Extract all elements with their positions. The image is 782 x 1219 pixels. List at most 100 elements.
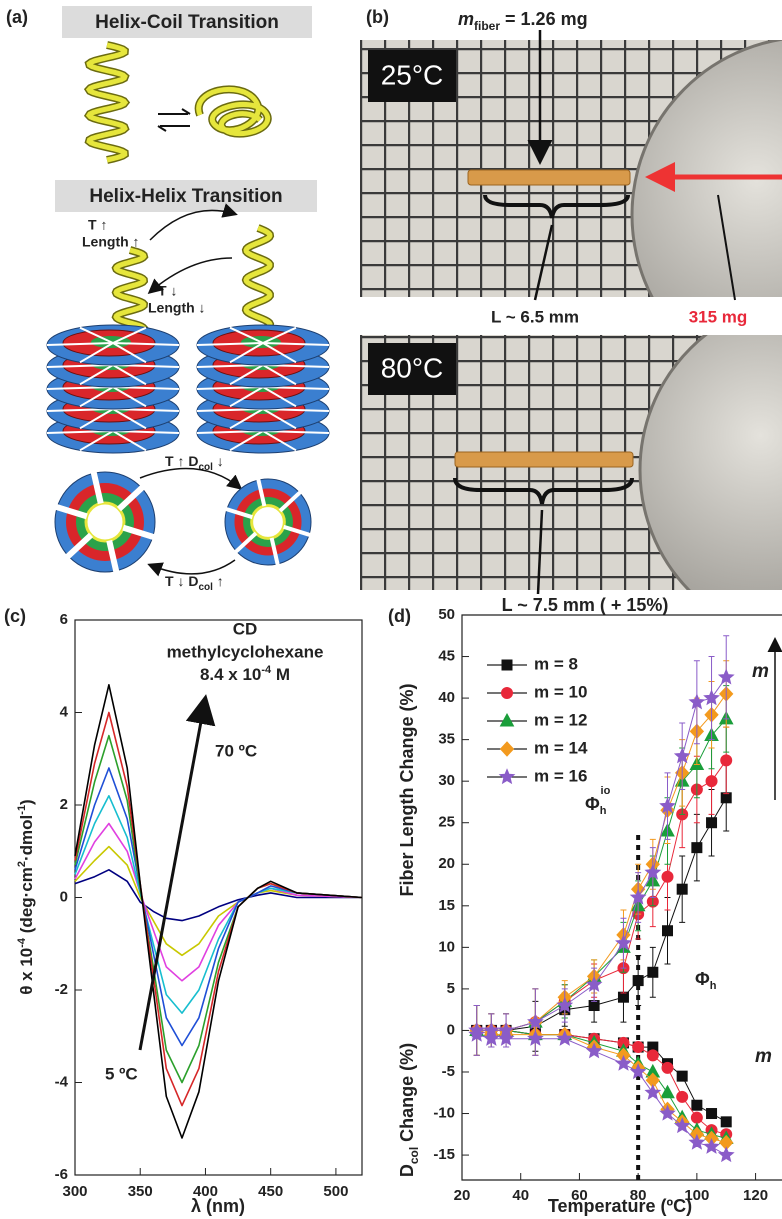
text-part: T ↑ D	[165, 453, 198, 469]
disc-gap	[46, 430, 114, 434]
coin-mass: 315 mg	[689, 307, 748, 326]
marker	[501, 687, 513, 699]
disc-gap	[46, 364, 114, 368]
cd-curve	[74, 795, 363, 1014]
text-part: = 1.26 mg	[500, 9, 588, 29]
disc-gap	[112, 364, 180, 368]
marker	[660, 1084, 675, 1099]
title: Helix-Helix Transition	[89, 186, 282, 207]
x-tick-label: 300	[62, 1183, 87, 1200]
x-tick-label: 40	[512, 1187, 529, 1204]
photo	[360, 335, 782, 590]
x-tick-label: 120	[743, 1187, 768, 1204]
y-tick-label: 30	[438, 772, 455, 789]
condition: T ↑	[88, 217, 107, 233]
disc-gap	[196, 430, 264, 434]
marker	[501, 659, 513, 671]
marker	[498, 768, 516, 785]
y-tick-label: 5	[447, 980, 455, 997]
text-part: io	[601, 785, 611, 797]
marker	[717, 668, 735, 685]
disc-gap	[196, 386, 264, 390]
marker	[588, 1000, 600, 1012]
condition: Length ↓	[148, 300, 206, 316]
temperature-arrow	[138, 694, 216, 1051]
y-tick-label: 6	[60, 611, 68, 628]
column-gap	[233, 531, 258, 555]
panel-label: (a)	[6, 7, 28, 27]
series-line	[476, 1029, 727, 1123]
equilibrium-arrow	[158, 108, 191, 115]
annotation: methylcyclohexane	[167, 642, 324, 661]
disc-gap	[112, 430, 147, 452]
disc-gap	[229, 386, 264, 408]
marker	[706, 1108, 718, 1120]
text-part: Φ	[695, 969, 710, 989]
y-tick-label: -15	[433, 1146, 455, 1163]
text-part: θ x 10	[17, 948, 36, 995]
annotation: Φh	[695, 969, 717, 992]
panel-label: (c)	[4, 606, 26, 626]
helix	[113, 247, 147, 338]
column-gap	[278, 489, 303, 513]
marker	[662, 925, 674, 937]
disc-gap	[196, 342, 264, 346]
x-tick-label: 20	[454, 1187, 471, 1204]
y-tick-label: -2	[55, 981, 68, 998]
disc-gap	[79, 430, 114, 452]
annotation: 8.4 x 10-4 M	[200, 664, 290, 685]
legend-label: m = 8	[534, 654, 578, 673]
marker	[527, 1013, 544, 1030]
y-tick-label: -6	[55, 1166, 68, 1183]
text-part: col	[407, 1147, 421, 1164]
marker	[673, 1117, 691, 1134]
column-gap	[256, 477, 267, 507]
text-part: 2	[16, 861, 28, 867]
y-tick-label: 4	[60, 703, 69, 720]
marker	[703, 689, 720, 706]
marker	[720, 792, 732, 804]
fiber	[467, 169, 631, 186]
coil	[196, 86, 271, 137]
marker	[497, 1029, 515, 1046]
column-gap	[90, 470, 104, 505]
annotation: Φh io	[585, 785, 611, 817]
text-part: (deg·cm	[17, 867, 36, 938]
disc-gap	[262, 342, 297, 364]
legend-label: m = 14	[534, 738, 588, 757]
disc-gap	[229, 430, 264, 452]
disc-gap	[112, 430, 180, 434]
y-tick-label: 0	[447, 1021, 455, 1038]
transition-arrow	[149, 203, 238, 241]
trend-label: m	[755, 1046, 772, 1067]
marker	[659, 797, 676, 814]
cd-curve	[74, 845, 363, 957]
marker	[632, 975, 644, 987]
disc-gap	[112, 364, 147, 386]
disc-gap	[229, 408, 264, 430]
y-tick-label: 20	[438, 855, 455, 872]
x-tick-label: 450	[258, 1183, 283, 1200]
legend-label: m = 10	[534, 682, 587, 701]
column-gap	[106, 539, 120, 574]
annotation: 70 ºC	[215, 741, 257, 760]
y-axis-label: θ x 10-4 (deg·cm2·dmol-1)	[16, 799, 37, 994]
marker	[468, 1025, 486, 1042]
text-part: -4	[261, 664, 272, 676]
condition: Length ↑	[82, 234, 140, 250]
column-core	[250, 504, 286, 540]
series-line	[476, 718, 727, 1031]
marker	[556, 1029, 574, 1046]
transition-arrow	[147, 559, 236, 577]
legend-label: m = 12	[534, 710, 587, 729]
disc-gap	[262, 342, 330, 346]
x-axis-label: Temperature (ºC)	[548, 1196, 692, 1216]
title: Helix-Coil Transition	[95, 12, 279, 33]
marker	[644, 1084, 662, 1100]
marker	[585, 1042, 603, 1059]
text-part: Φ	[585, 794, 600, 814]
disc-gap	[262, 408, 297, 430]
condition: T ↓	[158, 283, 177, 299]
fiber	[454, 451, 634, 468]
marker	[585, 975, 603, 992]
